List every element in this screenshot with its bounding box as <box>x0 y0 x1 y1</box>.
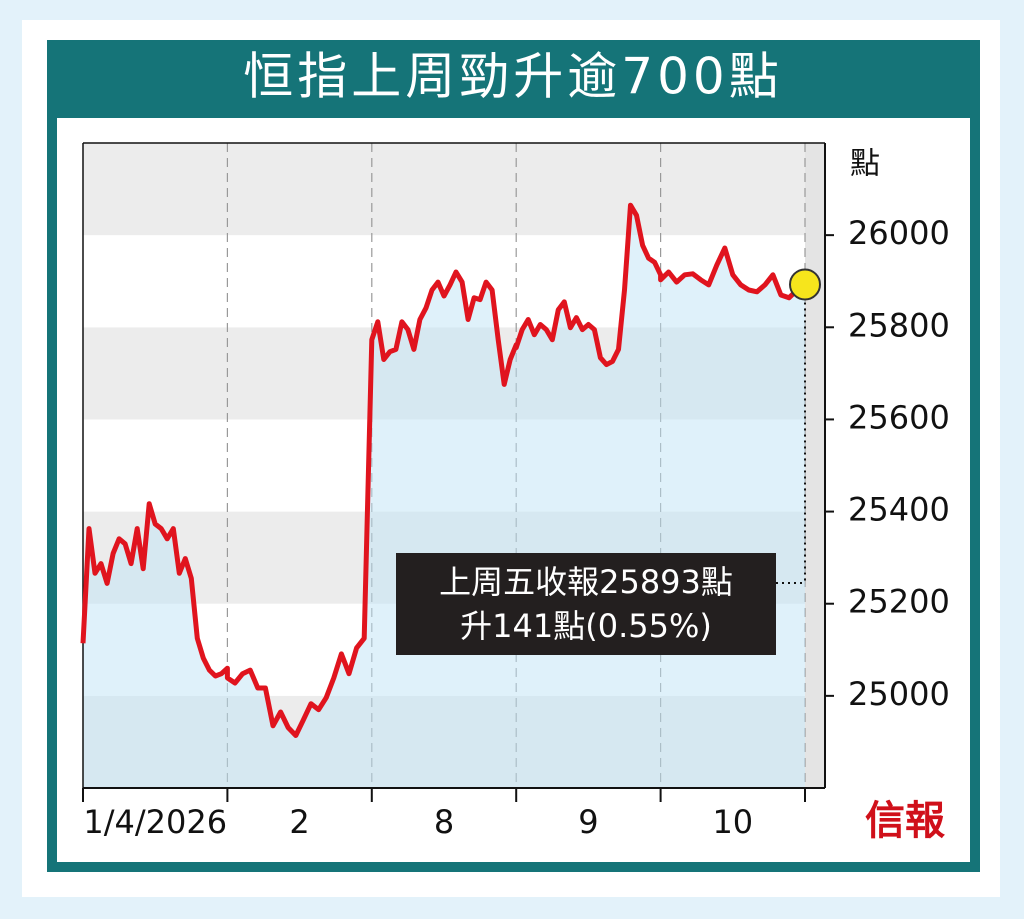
y-unit: 點 <box>850 147 880 182</box>
price-line <box>80 202 807 738</box>
annotation-text: 上周五收報25893點 <box>439 563 733 601</box>
annotation-box <box>396 553 776 655</box>
x-tick-label: 9 <box>578 803 598 841</box>
annotation-text: 升141點(0.55%) <box>460 607 712 645</box>
x-tick-label: 2 <box>289 803 309 841</box>
chart-title: 恒指上周勁升逾700點 <box>243 48 782 106</box>
y-tick-label: 25000 <box>848 675 950 713</box>
x-tick-label: 1/4/2026 <box>83 803 227 841</box>
right-strip <box>805 143 825 788</box>
x-tick-label: 8 <box>434 803 454 841</box>
y-tick-label: 26000 <box>848 214 950 252</box>
y-tick-label: 25400 <box>848 491 950 529</box>
y-tick-label: 25200 <box>848 583 950 621</box>
band <box>83 143 825 236</box>
y-tick-label: 25600 <box>848 398 950 436</box>
y-tick-label: 25800 <box>848 306 950 344</box>
last-marker <box>789 268 821 301</box>
source-logo: 信報 <box>865 797 945 844</box>
x-tick-label: 10 <box>712 803 753 841</box>
